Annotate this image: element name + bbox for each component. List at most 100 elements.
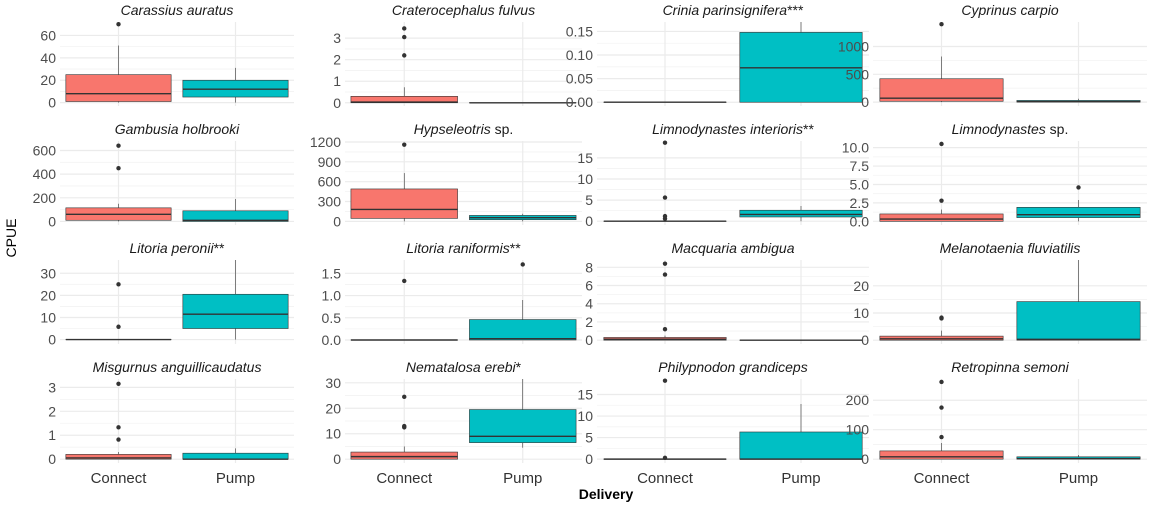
panel-title: Philypnodon grandiceps: [658, 359, 807, 375]
box-body: [1017, 302, 1140, 341]
y-tick-label: 10.0: [842, 140, 869, 156]
y-tick-label: 30: [325, 375, 341, 391]
y-tick-label: 0: [48, 213, 56, 229]
y-tick-label: 0: [333, 213, 341, 229]
panel-title-part: Retropinna semoni: [951, 359, 1069, 375]
y-tick-label: 10: [325, 426, 341, 442]
panel-title-part: Macquaria ambigua: [672, 240, 795, 256]
outlier-point: [402, 395, 406, 399]
box-pump: [183, 260, 288, 340]
panel-limnodynastes-interioris: 0 5 10 15 Limnodynastes interioris**: [577, 121, 869, 229]
y-tick-label: 10: [853, 305, 869, 321]
y-tick-label: 4: [585, 296, 593, 312]
x-tick-label-connect: Connect: [914, 470, 971, 487]
y-tick-label: 60: [40, 27, 56, 43]
panel-title: Craterocephalus fulvus: [392, 2, 535, 18]
y-tick-label: 10: [577, 171, 593, 187]
panel-title-part: ***: [787, 2, 804, 18]
panel-title: Limnodynastes interioris**: [652, 121, 814, 137]
x-axis-title: Delivery: [579, 486, 634, 502]
box-pump: [1017, 99, 1140, 102]
panel-title: Crinia parinsignifera***: [663, 2, 804, 18]
x-tick-label-pump: Pump: [1059, 470, 1098, 487]
y-tick-label: 0: [585, 213, 593, 229]
outlier-point: [663, 327, 667, 331]
panel-title: Hypseleotris sp.: [414, 121, 514, 137]
y-tick-label: 1.0: [322, 288, 342, 304]
panel-title-part: **: [214, 240, 225, 256]
y-tick-label: 2: [585, 314, 593, 330]
y-tick-label: 600: [318, 174, 342, 190]
outlier-point: [116, 22, 120, 26]
x-tick-label-connect: Connect: [376, 470, 433, 487]
panel-title-part: sp.: [1046, 121, 1069, 137]
y-tick-label: 0.05: [566, 71, 593, 87]
panel-title: Melanotaenia fluviatilis: [940, 240, 1081, 256]
outlier-point: [402, 279, 406, 283]
box-body: [740, 210, 862, 217]
outlier-point: [663, 261, 667, 265]
y-tick-label: 15: [577, 150, 593, 166]
y-tick-label: 0: [861, 451, 869, 467]
box-body: [1017, 207, 1140, 217]
y-tick-label: 200: [846, 392, 870, 408]
y-tick-label: 2: [48, 403, 56, 419]
outlier-point: [663, 214, 667, 218]
y-tick-label: 10: [577, 408, 593, 424]
y-tick-label: 100: [846, 422, 870, 438]
outlier-point: [939, 315, 943, 319]
y-tick-label: 0.5: [322, 310, 342, 326]
outlier-point: [116, 144, 120, 148]
panel-title-part: Gambusia holbrooki: [115, 121, 240, 137]
outlier-point: [1076, 185, 1080, 189]
panel-title-part: Melanotaenia fluviatilis: [940, 240, 1081, 256]
y-tick-label: 5: [585, 192, 593, 208]
box-pump: [1017, 260, 1140, 340]
outlier-point: [939, 142, 943, 146]
box-pump: [1017, 455, 1140, 459]
y-tick-label: 1: [48, 427, 56, 443]
panel-title: Nematalosa erebi*: [406, 359, 522, 375]
box-pump: [740, 22, 862, 102]
y-tick-label: 400: [33, 166, 57, 182]
outlier-point: [116, 437, 120, 441]
panel-title-part: Crinia parinsignifera: [663, 2, 788, 18]
outlier-point: [663, 195, 667, 199]
y-tick-label: 1.5: [322, 265, 342, 281]
y-tick-label: 0.00: [566, 94, 593, 110]
box-body: [880, 214, 1003, 221]
outlier-point: [939, 198, 943, 202]
panel-title-part: Misgurnus anguillicaudatus: [93, 359, 262, 375]
box-pump: [183, 199, 288, 221]
x-tick-label-pump: Pump: [503, 470, 542, 487]
panel-title: Carassius auratus: [121, 2, 234, 18]
panel-title: Misgurnus anguillicaudatus: [93, 359, 262, 375]
y-tick-label: 15: [577, 387, 593, 403]
panel-title-part: Philypnodon grandiceps: [658, 359, 807, 375]
y-tick-label: 20: [40, 72, 56, 88]
outlier-point: [663, 456, 667, 460]
y-tick-label: 1200: [310, 134, 341, 150]
x-tick-label-pump: Pump: [216, 470, 255, 487]
outlier-point: [402, 53, 406, 57]
panel-title-part: **: [510, 240, 521, 256]
outlier-point: [521, 262, 525, 266]
y-tick-label: 0.10: [566, 47, 593, 63]
outlier-point: [939, 22, 943, 26]
box-body: [469, 410, 576, 443]
y-tick-label: 200: [33, 190, 57, 206]
y-tick-label: 3: [333, 30, 341, 46]
y-tick-label: 0: [48, 95, 56, 111]
y-tick-label: 0.0: [322, 332, 342, 348]
box-pump: [740, 206, 862, 221]
panel-title-part: sp.: [491, 121, 514, 137]
y-tick-label: 5.0: [850, 176, 870, 192]
box-pump: [183, 68, 288, 103]
